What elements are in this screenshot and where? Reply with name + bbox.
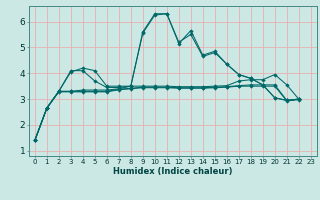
X-axis label: Humidex (Indice chaleur): Humidex (Indice chaleur) xyxy=(113,167,233,176)
